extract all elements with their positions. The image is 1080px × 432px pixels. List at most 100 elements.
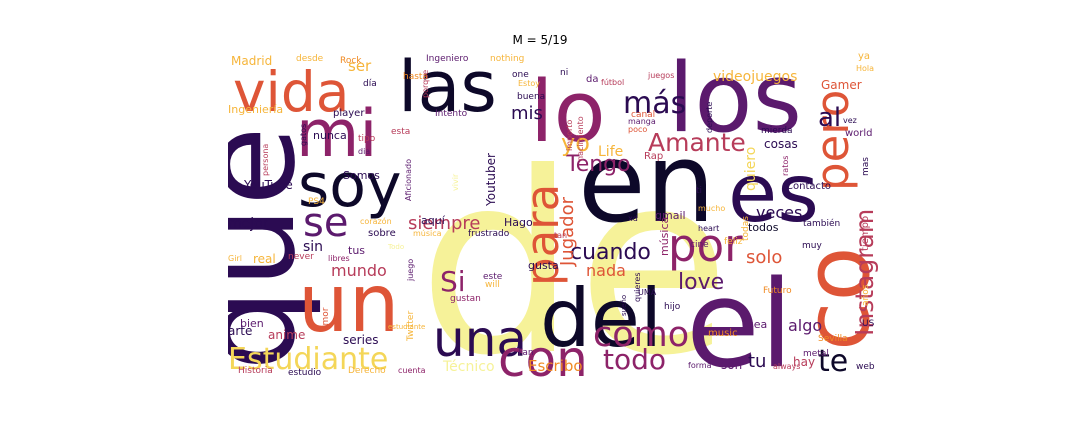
cloud-word-por: por: [668, 219, 743, 272]
cloud-word-nunca: nunca: [313, 129, 347, 142]
cloud-word-un: un: [298, 257, 399, 350]
cloud-word-este: este: [483, 272, 503, 282]
cloud-word-hola: Hola: [856, 64, 874, 73]
cloud-word-soy: soy: [298, 151, 401, 221]
cloud-word-manga: manga: [628, 117, 656, 126]
cloud-word-contacto: Contacto: [786, 181, 831, 192]
cloud-word-al: al: [818, 103, 841, 133]
cloud-word-vez: vez: [843, 116, 857, 125]
cloud-word-estudio: estudio: [288, 368, 322, 378]
cloud-word-nothing: nothing: [490, 54, 524, 64]
cloud-word-heart: heart: [698, 224, 719, 233]
cloud-word-futuro: Futuro: [763, 286, 792, 296]
cloud-word-never: never: [288, 252, 314, 262]
cloud-word-girl: Girl: [228, 254, 242, 263]
cloud-word-derecho: Derecho: [348, 366, 386, 376]
cloud-word-nada: nada: [586, 261, 626, 280]
cloud-word-amor: amor: [321, 307, 331, 331]
cloud-word-para: para: [516, 184, 569, 286]
cloud-word-ser: ser: [348, 57, 372, 75]
cloud-word-esta: esta: [391, 127, 410, 137]
cloud-word-dia: dia: [358, 147, 370, 156]
cloud-word-solo: solo: [746, 247, 782, 268]
cloud-word-xd: xd: [628, 214, 638, 223]
cloud-word-estudiante: Estudiante: [228, 342, 388, 377]
word-cloud-panel: de en es los que el lo del un las mi vida soy co una co…: [228, 51, 882, 379]
cloud-word-music: music: [708, 328, 738, 339]
cloud-word-aficionado: Aficionado: [404, 159, 413, 201]
cloud-word-co: co: [785, 246, 882, 351]
cloud-word-si: Si: [440, 265, 466, 298]
cloud-word-sueno: sueño: [620, 295, 628, 316]
cloud-word-canal: canal: [631, 110, 655, 120]
cloud-word-ratos: ratos: [781, 156, 790, 176]
cloud-word-quiero: quiero: [743, 147, 759, 191]
cloud-word-historia: Historia: [238, 366, 273, 376]
cloud-word-mejor: mejor: [228, 216, 269, 232]
cloud-word-aqui: aquí: [421, 214, 446, 227]
cloud-word-mundo: mundo: [331, 261, 387, 280]
cloud-word-deporte: deporte: [705, 102, 714, 133]
cloud-word-en: en: [578, 119, 715, 247]
cloud-word-pero: pero: [806, 90, 859, 191]
cloud-word-bien: bien: [240, 317, 264, 330]
cloud-word-feliz: feliz: [724, 237, 743, 247]
cloud-word-sin: sin: [303, 239, 323, 255]
cloud-word-always: always: [773, 362, 800, 371]
cloud-word-world: world: [845, 128, 873, 139]
cloud-word-buena: buena: [517, 92, 545, 102]
cloud-word-tu: tu: [748, 351, 766, 372]
cloud-word-life: Life: [598, 144, 623, 160]
cloud-word-da: da: [586, 74, 598, 85]
cloud-word-anos: años: [861, 284, 871, 306]
cloud-word-uma: UMA: [638, 288, 657, 297]
cloud-word-muy: muy: [802, 241, 822, 251]
cloud-word-importo: importo: [565, 120, 574, 151]
cloud-word-todo: Todo: [387, 243, 404, 251]
cloud-word-tipo: tipo: [358, 134, 376, 144]
cloud-word-rap: Rap: [644, 151, 663, 162]
cloud-word-yo: yo: [561, 129, 590, 157]
cloud-word-fan: Fan: [518, 348, 534, 358]
cloud-word-mis: mis: [511, 103, 543, 124]
cloud-word-del: del: [540, 272, 662, 365]
cloud-word-todo: todo: [603, 343, 666, 376]
cloud-word-tecnico: Técnico: [442, 359, 495, 375]
cloud-word-forma: forma: [688, 361, 712, 370]
cloud-word-dia: día: [363, 79, 377, 89]
cloud-word-one: one: [512, 70, 529, 80]
cloud-word-son: son: [721, 358, 742, 372]
cloud-word-todos: todos: [748, 221, 779, 234]
cloud-word-las: las: [398, 51, 497, 128]
cloud-word-que: que: [228, 126, 324, 371]
cloud-word-youtuber: Youtuber: [484, 153, 498, 207]
cloud-word-con: con: [498, 330, 588, 379]
cloud-word-frustrado: frustrado: [468, 229, 510, 239]
cloud-word-musica: música: [413, 229, 442, 238]
cloud-word-quieres: quieres: [633, 273, 642, 303]
figure-title: M = 5/19: [512, 33, 568, 47]
cloud-word-hijo: hijo: [664, 302, 681, 312]
cloud-word-hago: Hago: [504, 216, 533, 229]
cloud-word-arte: arte: [228, 324, 252, 338]
cloud-word-gustan: gustan: [450, 294, 481, 304]
cloud-word-una: una: [433, 310, 527, 368]
cloud-word-cuenta: cuenta: [398, 366, 426, 375]
cloud-word-cine: cine: [690, 240, 709, 250]
cloud-word-metal: metal: [803, 349, 829, 359]
cloud-word-will: will: [485, 280, 500, 290]
cloud-word-mas: mas: [861, 157, 871, 176]
cloud-word-youtube: YouTube: [243, 178, 293, 192]
cloud-word-tambien: también: [803, 218, 840, 229]
cloud-word-musica: música: [658, 217, 671, 256]
cloud-word-videojuegos: videojuegos: [713, 69, 797, 85]
cloud-word-intento: Intento: [435, 109, 468, 119]
cloud-word-player: player: [333, 108, 365, 119]
cloud-word-rock: Rock: [340, 56, 362, 66]
cloud-word-ps4: PS4: [308, 197, 325, 207]
cloud-word-los: los: [668, 51, 802, 154]
cloud-word-tengo: Tengo: [565, 152, 631, 177]
cloud-word-siempre: siempre: [408, 213, 481, 234]
cloud-word-hasta: hasta: [403, 72, 428, 82]
